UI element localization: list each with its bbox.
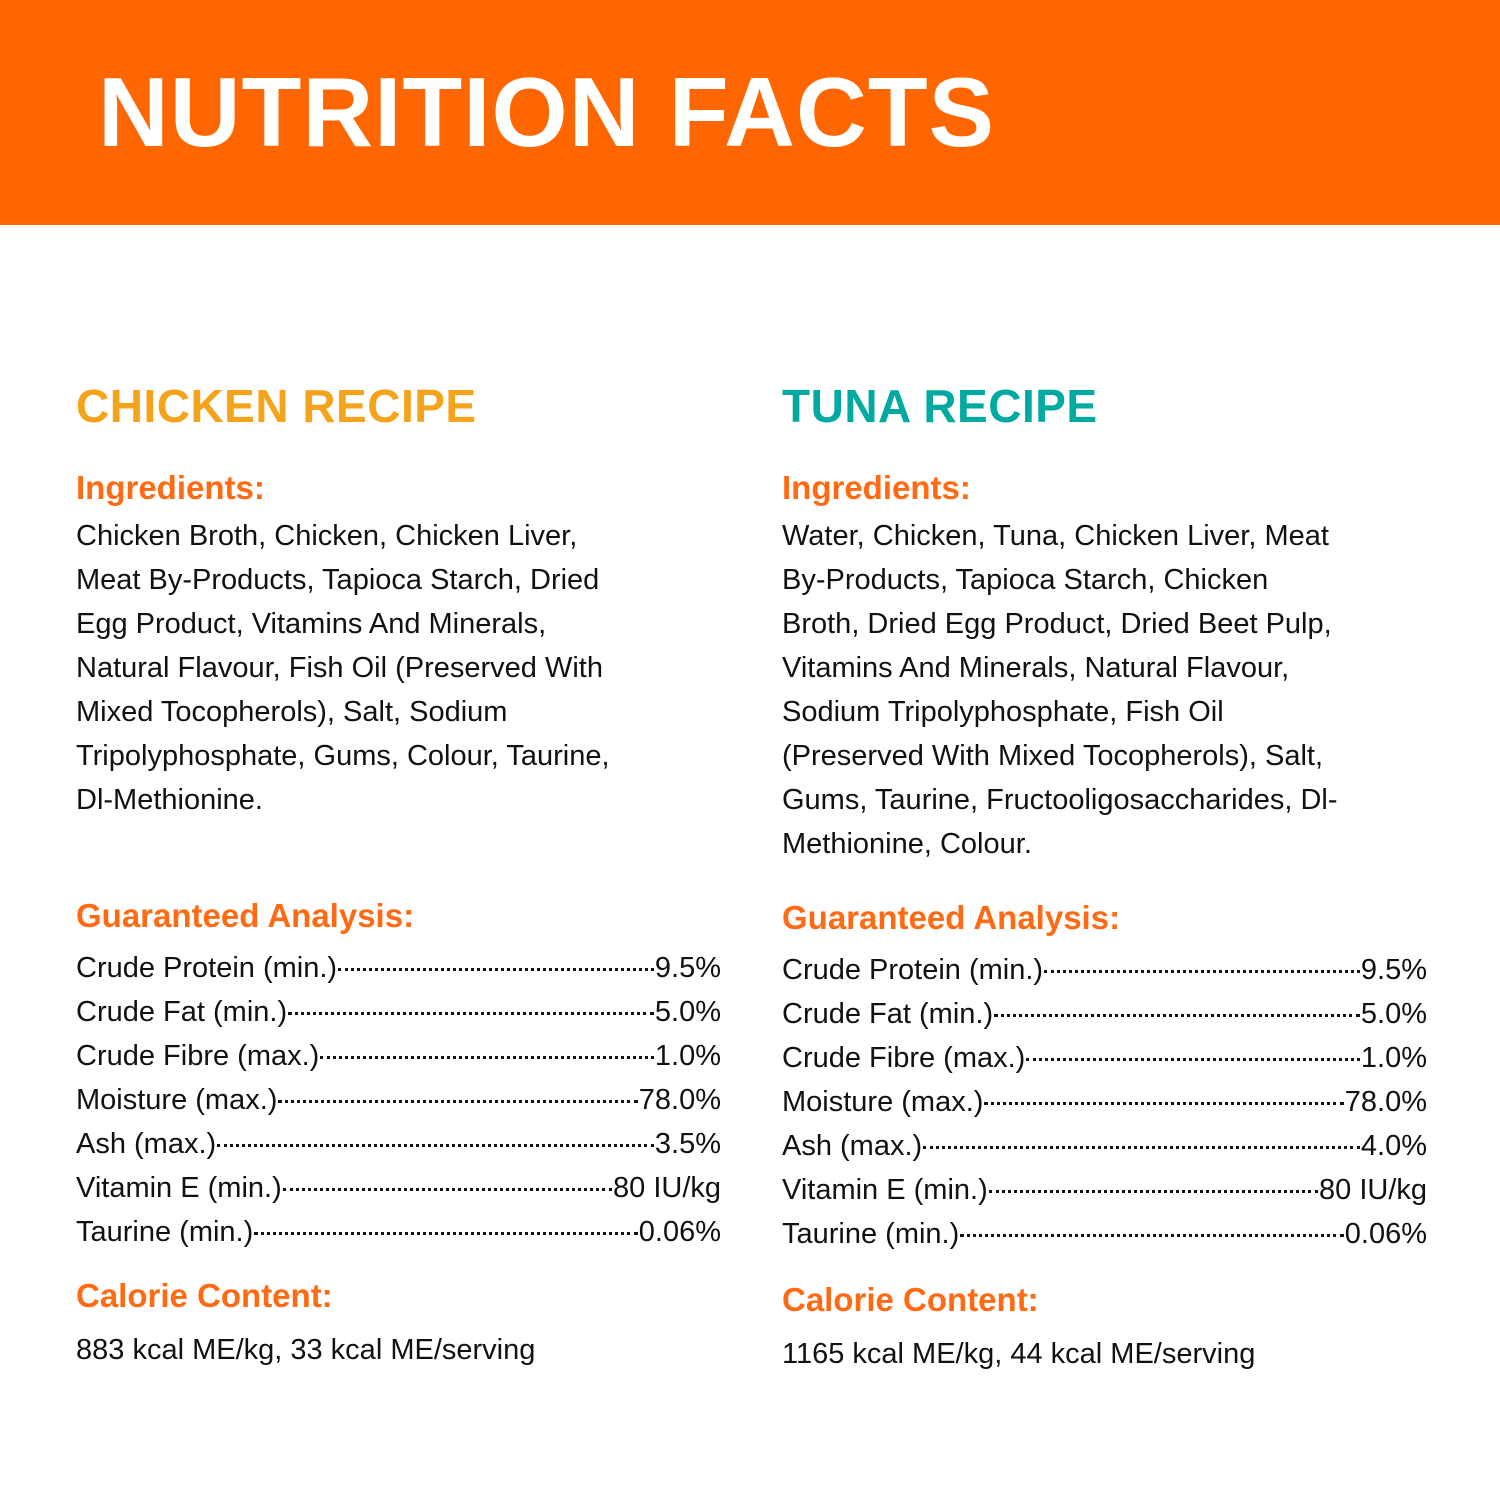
analysis-label: Taurine (min.): [76, 1216, 254, 1248]
analysis-label: Vitamin E (min.): [76, 1172, 282, 1204]
ingredients-line: Vitamins And Minerals, Natural Flavour,: [782, 652, 1290, 684]
analysis-label: Crude Fibre (max.): [76, 1040, 320, 1072]
guaranteed-analysis-list: Crude Protein (min.) 9.5% Crude Fat (min…: [76, 946, 721, 1254]
analysis-label: Ash (max.): [782, 1130, 923, 1162]
dot-leader: [988, 1190, 1318, 1193]
analysis-label: Crude Fat (min.): [76, 996, 288, 1028]
dot-leader: [288, 1012, 654, 1015]
analysis-row: Vitamin E (min.) 80 IU/kg: [782, 1168, 1427, 1212]
dot-leader: [254, 1232, 638, 1235]
guaranteed-analysis-list: Crude Protein (min.) 9.5% Crude Fat (min…: [782, 948, 1427, 1256]
analysis-row: Crude Fat (min.) 5.0%: [782, 992, 1427, 1036]
dot-leader: [923, 1146, 1360, 1149]
ingredients-line: (Preserved With Mixed Tocopherols), Salt…: [782, 740, 1324, 772]
analysis-value: 0.06%: [1344, 1218, 1427, 1250]
page-title: NUTRITION FACTS: [98, 57, 995, 167]
calorie-content-heading: Calorie Content:: [782, 1281, 1039, 1318]
chicken-recipe-column: CHICKEN RECIPE Ingredients: Chicken Brot…: [76, 378, 721, 1378]
ingredients-line: Sodium Tripolyphosphate, Fish Oil: [782, 696, 1224, 728]
analysis-row: Taurine (min.) 0.06%: [782, 1212, 1427, 1256]
calorie-content-heading: Calorie Content:: [76, 1277, 333, 1314]
analysis-row: Moisture (max.) 78.0%: [782, 1080, 1427, 1124]
analysis-label: Vitamin E (min.): [782, 1174, 988, 1206]
analysis-value: 1.0%: [1360, 1042, 1427, 1074]
analysis-label: Moisture (max.): [76, 1084, 278, 1116]
analysis-value: 0.06%: [638, 1216, 721, 1248]
ingredients-line: By-Products, Tapioca Starch, Chicken: [782, 564, 1269, 596]
dot-leader: [282, 1188, 612, 1191]
analysis-value: 9.5%: [654, 952, 721, 984]
analysis-value: 78.0%: [638, 1084, 721, 1116]
ingredients-line: Egg Product, Vitamins And Minerals,: [76, 608, 547, 640]
dot-leader: [1026, 1058, 1360, 1061]
dot-leader: [994, 1014, 1360, 1017]
dot-leader: [320, 1056, 654, 1059]
dot-leader: [217, 1144, 654, 1147]
ingredients-text: Chicken Broth, Chicken, Chicken Liver, M…: [76, 514, 721, 822]
analysis-label: Crude Fibre (max.): [782, 1042, 1026, 1074]
analysis-label: Crude Fat (min.): [782, 998, 994, 1030]
analysis-row: Vitamin E (min.) 80 IU/kg: [76, 1166, 721, 1210]
ingredients-line: Methionine, Colour.: [782, 828, 1032, 860]
analysis-row: Crude Fibre (max.) 1.0%: [76, 1034, 721, 1078]
tuna-recipe-column: TUNA RECIPE Ingredients: Water, Chicken,…: [782, 378, 1427, 1378]
ingredients-heading: Ingredients:: [76, 469, 265, 506]
analysis-row: Taurine (min.) 0.06%: [76, 1210, 721, 1254]
analysis-value: 78.0%: [1344, 1086, 1427, 1118]
analysis-row: Crude Protein (min.) 9.5%: [782, 948, 1427, 992]
guaranteed-analysis-heading: Guaranteed Analysis:: [76, 897, 415, 934]
analysis-label: Crude Protein (min.): [76, 952, 338, 984]
guaranteed-analysis-heading: Guaranteed Analysis:: [782, 899, 1121, 936]
analysis-row: Crude Protein (min.) 9.5%: [76, 946, 721, 990]
analysis-row: Moisture (max.) 78.0%: [76, 1078, 721, 1122]
dot-leader: [278, 1100, 638, 1103]
dot-leader: [960, 1234, 1344, 1237]
analysis-value: 4.0%: [1360, 1130, 1427, 1162]
ingredients-line: Meat By-Products, Tapioca Starch, Dried: [76, 564, 600, 596]
ingredients-line: Natural Flavour, Fish Oil (Preserved Wit…: [76, 652, 603, 684]
analysis-value: 9.5%: [1360, 954, 1427, 986]
ingredients-heading: Ingredients:: [782, 469, 971, 506]
analysis-label: Crude Protein (min.): [782, 954, 1044, 986]
calorie-content-text: 1165 kcal ME/kg, 44 kcal ME/serving: [782, 1338, 1256, 1370]
ingredients-line: Broth, Dried Egg Product, Dried Beet Pul…: [782, 608, 1332, 640]
analysis-row: Crude Fibre (max.) 1.0%: [782, 1036, 1427, 1080]
analysis-value: 1.0%: [654, 1040, 721, 1072]
header-banner: NUTRITION FACTS: [0, 0, 1500, 225]
dot-leader: [338, 968, 654, 971]
ingredients-line: Gums, Taurine, Fructooligosaccharides, D…: [782, 784, 1338, 816]
ingredients-line: Tripolyphosphate, Gums, Colour, Taurine,: [76, 740, 610, 772]
analysis-row: Ash (max.) 4.0%: [782, 1124, 1427, 1168]
ingredients-line: Mixed Tocopherols), Salt, Sodium: [76, 696, 508, 728]
analysis-row: Ash (max.) 3.5%: [76, 1122, 721, 1166]
calorie-content-text: 883 kcal ME/kg, 33 kcal ME/serving: [76, 1334, 536, 1366]
analysis-value: 80 IU/kg: [1319, 1174, 1427, 1206]
analysis-label: Moisture (max.): [782, 1086, 984, 1118]
analysis-value: 5.0%: [1360, 998, 1427, 1030]
ingredients-line: Water, Chicken, Tuna, Chicken Liver, Mea…: [782, 520, 1329, 552]
ingredients-text: Water, Chicken, Tuna, Chicken Liver, Mea…: [782, 514, 1427, 866]
analysis-value: 3.5%: [654, 1128, 721, 1160]
recipe-title-chicken: CHICKEN RECIPE: [76, 380, 477, 432]
ingredients-line: Chicken Broth, Chicken, Chicken Liver,: [76, 520, 578, 552]
analysis-label: Ash (max.): [76, 1128, 217, 1160]
dot-leader: [984, 1102, 1344, 1105]
analysis-label: Taurine (min.): [782, 1218, 960, 1250]
dot-leader: [1044, 970, 1360, 973]
recipe-title-tuna: TUNA RECIPE: [782, 380, 1098, 432]
ingredients-line: Dl-Methionine.: [76, 784, 263, 816]
analysis-value: 80 IU/kg: [613, 1172, 721, 1204]
analysis-value: 5.0%: [654, 996, 721, 1028]
analysis-row: Crude Fat (min.) 5.0%: [76, 990, 721, 1034]
